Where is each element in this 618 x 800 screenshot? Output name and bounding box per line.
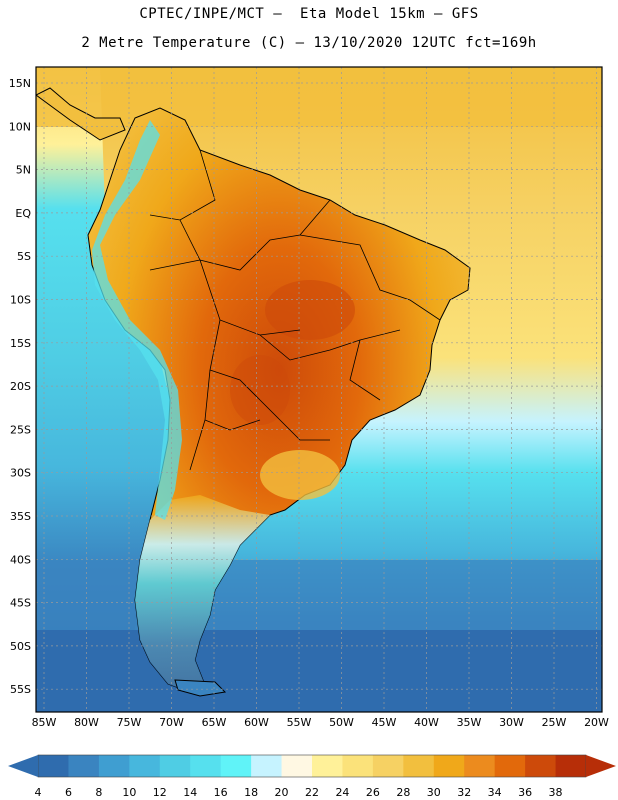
central-america-land	[36, 87, 126, 141]
colorbar-swatch	[38, 755, 69, 777]
lon-label: 55W	[287, 716, 312, 729]
southern-cone-field	[135, 495, 270, 692]
colorbar-swatch	[342, 755, 374, 777]
colorbar-swatch	[464, 755, 496, 777]
colorbar-swatch	[281, 755, 313, 777]
colorbar-tick: 18	[244, 786, 258, 799]
map-title-line2: 2 Metre Temperature (C) – 13/10/2020 12U…	[81, 35, 537, 51]
lat-label: 45S	[10, 597, 31, 610]
colorbar-tick-labels: 4 6 8 10 12 14 16 18 20 22 24 26 28 30 32 34 36 38	[35, 786, 563, 799]
lat-label: 25S	[10, 423, 31, 436]
colorbar-tick: 26	[366, 786, 380, 799]
tierra-del-fuego	[174, 679, 227, 697]
colorbar-tick: 32	[457, 786, 471, 799]
longitude-labels: 85W 80W 75W 70W 65W 60W 55W 50W 45W 40W 35W 30W 25W 2…	[32, 716, 609, 729]
colorbar-swatch	[312, 755, 343, 777]
colorbar-tick: 6	[65, 786, 72, 799]
colorbar-tick: 36	[518, 786, 532, 799]
colorbar-tick: 28	[396, 786, 410, 799]
lat-label: 10N	[9, 120, 31, 133]
colorbar-swatch	[251, 755, 283, 777]
lat-label: 50S	[10, 640, 31, 653]
country-borders	[149, 149, 441, 471]
colorbar-tick: 38	[549, 786, 563, 799]
lat-label: 15S	[10, 337, 31, 350]
lat-label: 35S	[10, 510, 31, 523]
lat-label: 15N	[9, 77, 31, 90]
colorbar-swatch	[403, 755, 435, 777]
andes-cold-strip	[92, 120, 182, 520]
lon-label: 45W	[372, 716, 397, 729]
lon-label: 65W	[202, 716, 227, 729]
colorbar-swatch	[98, 755, 130, 777]
lat-label: 20S	[10, 380, 31, 393]
hot-core-brazil	[265, 280, 355, 340]
colorbar-swatch	[129, 755, 161, 777]
colorbar-swatch	[494, 755, 526, 777]
lat-label: 10S	[10, 294, 31, 307]
colorbar-tick: 10	[122, 786, 136, 799]
latitude-labels: 15N 10N 5N EQ 5S 10S 15S 20S 25S 30S 35S 40S 45S 50S 5…	[9, 77, 32, 696]
colorbar-tick: 14	[183, 786, 197, 799]
colorbar-tick: 22	[305, 786, 319, 799]
lon-label: 40W	[414, 716, 439, 729]
map-title-line1: CPTEC/INPE/MCT – Eta Model 15km – GFS	[139, 6, 479, 22]
lat-label: 55S	[10, 683, 31, 696]
colorbar-swatch	[159, 755, 191, 777]
graticule	[36, 67, 602, 712]
colorbar-tick: 34	[488, 786, 502, 799]
caribbean-field	[36, 67, 602, 127]
southern-ocean-cold	[36, 630, 602, 712]
lon-label: 85W	[32, 716, 57, 729]
lat-label: 40S	[10, 553, 31, 566]
colorbar-swatch	[190, 755, 222, 777]
colorbar-tick: 24	[335, 786, 349, 799]
colorbar-swatch	[555, 755, 587, 777]
colorbar-tick: 12	[153, 786, 167, 799]
colorbar-high-arrow	[586, 755, 616, 777]
colorbar-tick: 30	[427, 786, 441, 799]
lon-label: 75W	[117, 716, 142, 729]
colorbar-tick: 8	[95, 786, 102, 799]
lon-label: 60W	[244, 716, 269, 729]
hot-core-chaco	[230, 355, 290, 425]
map-frame	[35, 66, 603, 713]
lon-label: 20W	[584, 716, 609, 729]
colorbar-swatches	[37, 754, 587, 778]
lon-label: 80W	[74, 716, 99, 729]
colorbar-swatch	[433, 755, 465, 777]
colorbar-low-arrow	[8, 755, 38, 777]
colorbar-swatch	[372, 755, 404, 777]
lat-label: 5S	[17, 250, 31, 263]
colorbar-swatch	[68, 755, 100, 777]
lon-label: 25W	[542, 716, 567, 729]
colorbar-tick: 16	[214, 786, 228, 799]
lat-label: 30S	[10, 467, 31, 480]
lat-label: 5N	[16, 164, 31, 177]
colorbar-tick: 20	[275, 786, 289, 799]
colorbar-swatch	[220, 755, 252, 777]
lon-label: 30W	[499, 716, 524, 729]
lon-label: 70W	[159, 716, 184, 729]
lon-label: 35W	[457, 716, 482, 729]
lon-label: 50W	[329, 716, 354, 729]
uruguay-field	[260, 450, 340, 500]
colorbar-swatch	[525, 755, 557, 777]
colorbar-tick: 4	[35, 786, 42, 799]
lat-label: EQ	[15, 207, 31, 220]
map-plot-area	[36, 67, 602, 712]
pacific-ocean-field	[36, 67, 175, 712]
